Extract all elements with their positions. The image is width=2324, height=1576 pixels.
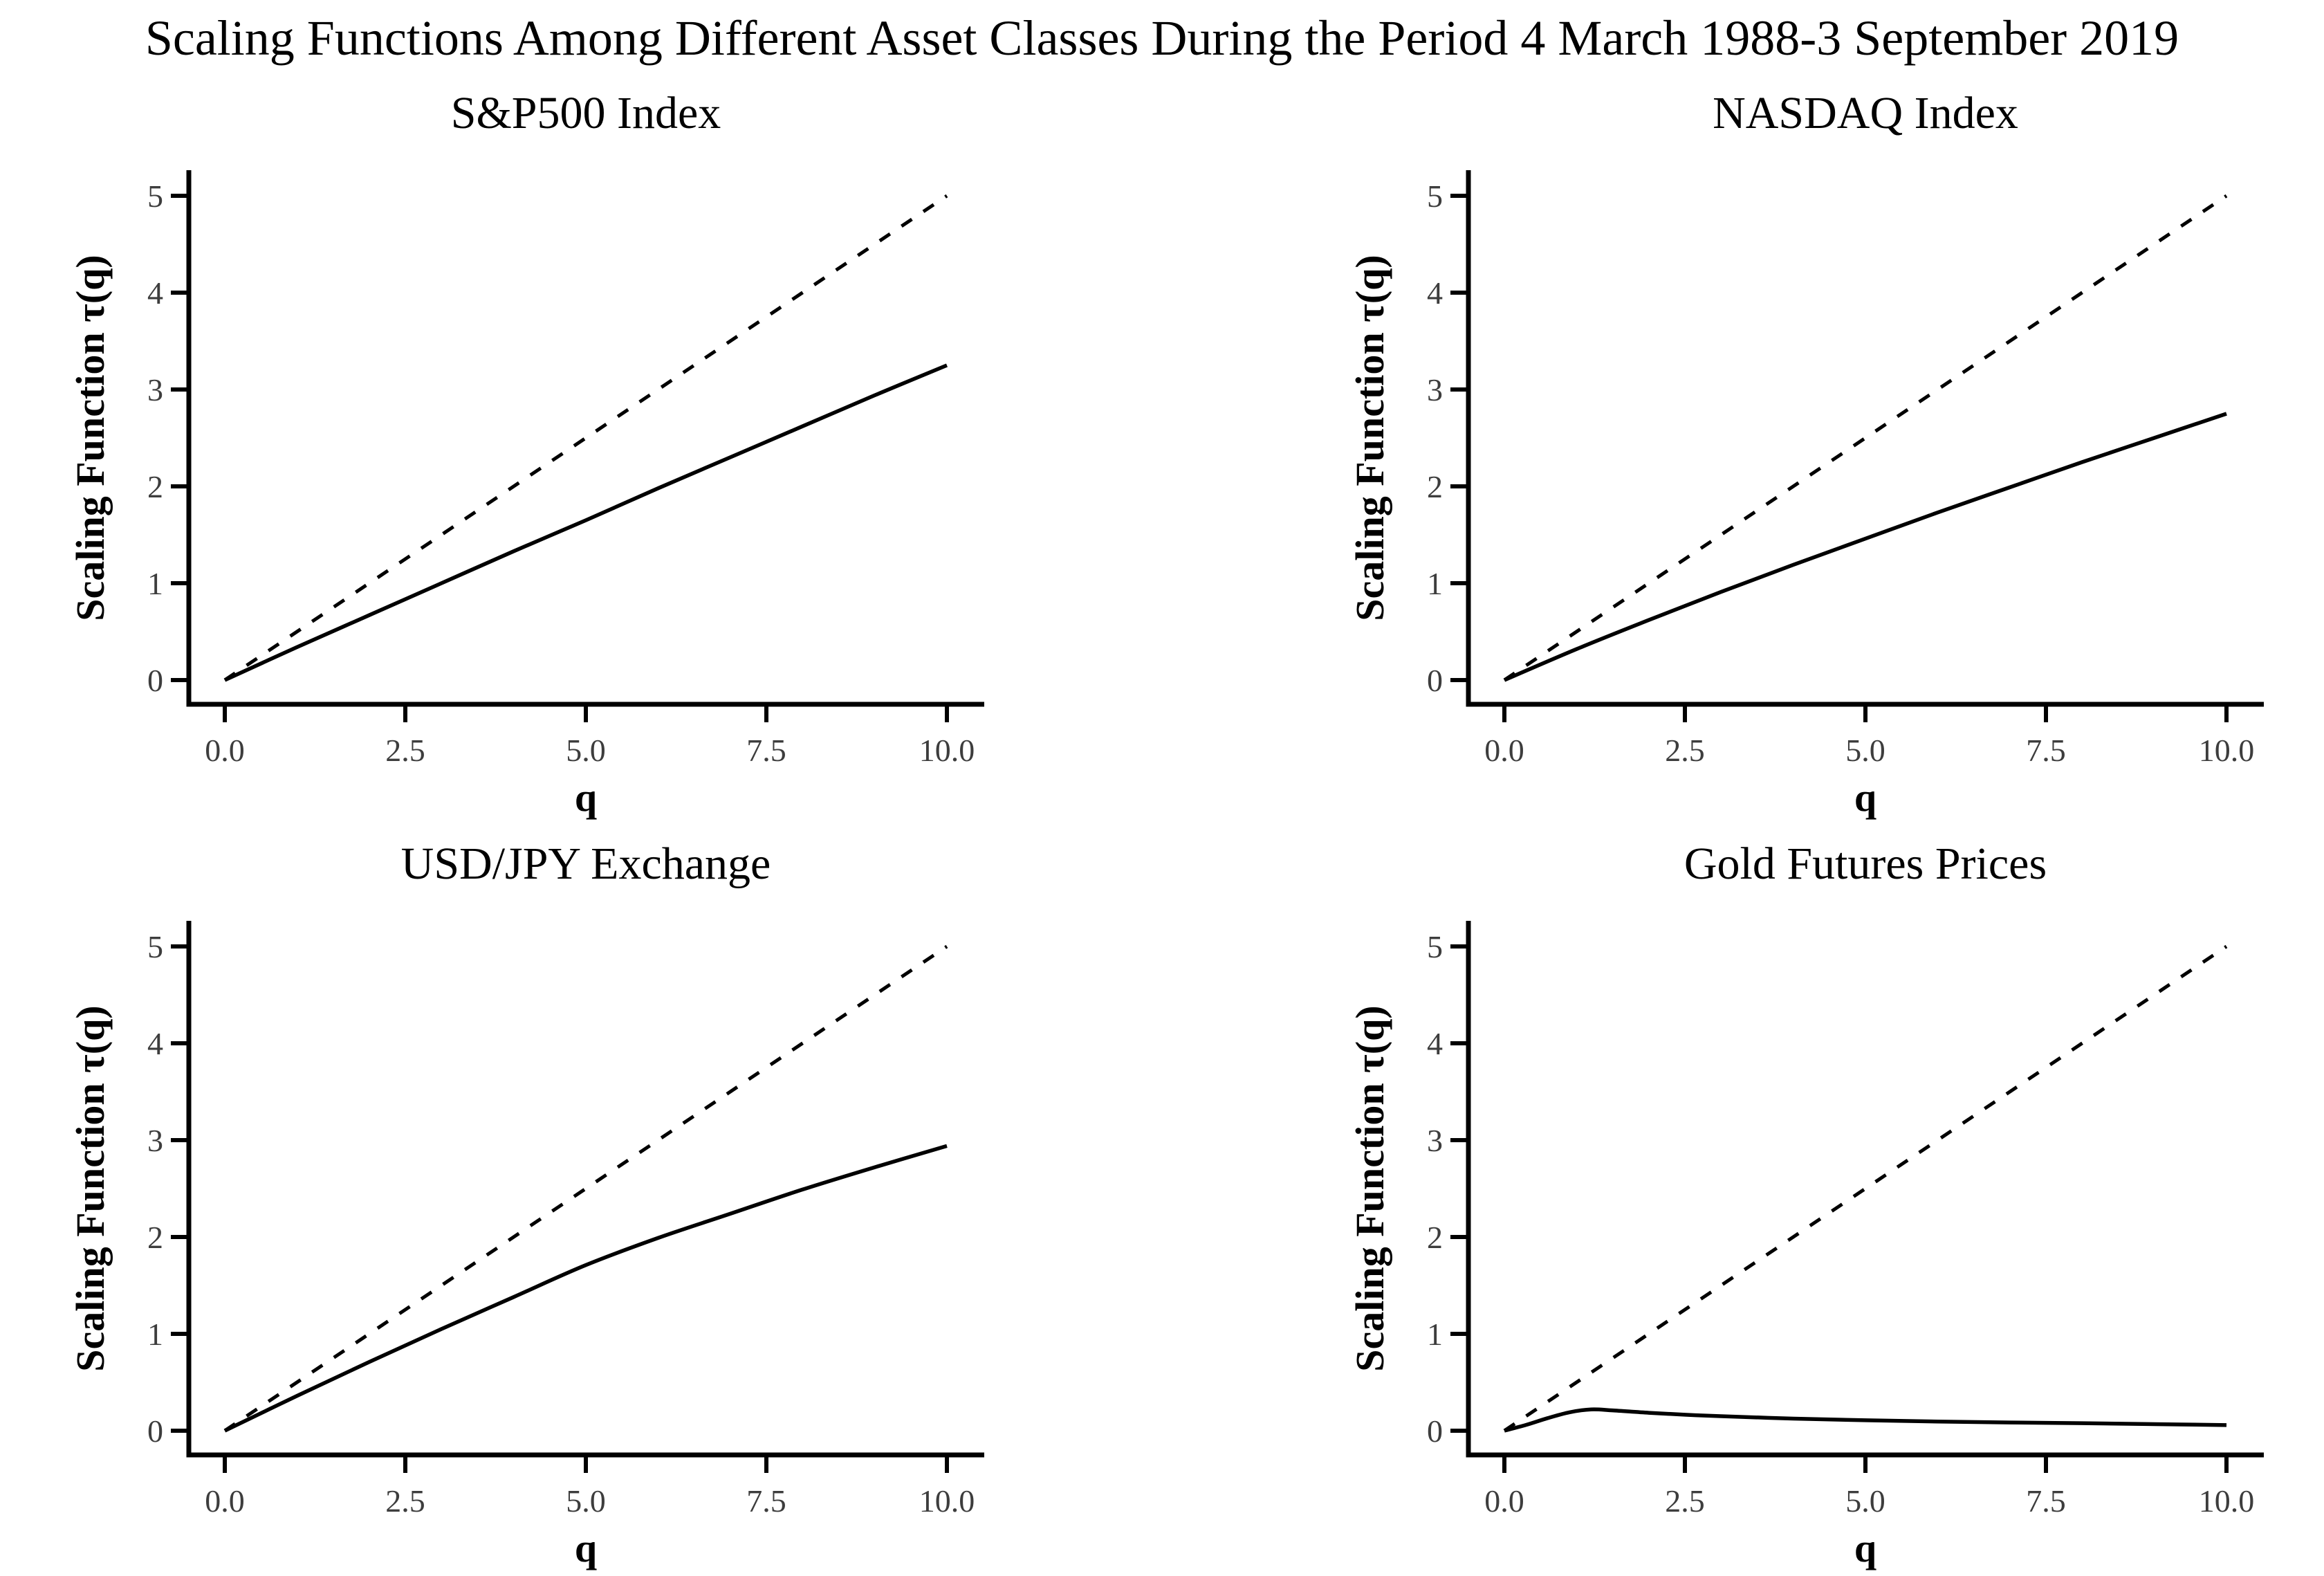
y-axis-tick-label: 4 [1427,275,1443,311]
x-axis-tick-label: 2.5 [385,733,425,768]
y-axis-tick-label: 4 [1427,1026,1443,1061]
y-axis-tick-label: 3 [147,1123,163,1158]
panel-gold-futures: Gold Futures Prices 0 1 2 3 4 5 0.0 2.5 5.0 7.5 10.… [1280,813,2324,1574]
panel-title: Gold Futures Prices [1684,839,2047,889]
y-axis-tick-label: 1 [147,566,163,601]
y-axis-tick-label: 2 [147,1220,163,1255]
x-axis-tick-label: 0.0 [205,733,245,768]
x-axis-tick-label: 7.5 [746,1483,786,1519]
x-axis-tick-label: 0.0 [1484,733,1524,768]
solid-scaling-function [223,1144,948,1433]
figure-title: Scaling Functions Among Different Asset … [145,10,2179,66]
panel-nasdaq-index: NASDAQ Index 0 1 2 3 4 5 0.0 2.5 5.0 7.5 10.0 q Scali… [1280,62,2324,823]
x-axis-title: q [1854,1525,1876,1570]
y-axis-tick-label: 2 [1427,469,1443,504]
panel-title: S&P500 Index [451,88,721,138]
x-axis-title: q [575,1525,597,1570]
y-axis-tick-label: 1 [1427,1317,1443,1352]
y-axis-tick-label: 2 [147,469,163,504]
solid-scaling-function [223,363,948,682]
y-axis-tick-label: 1 [147,1317,163,1352]
dashed-reference-line [1503,944,2228,1433]
x-axis-tick-label: 5.0 [566,1483,606,1519]
dashed-reference-line [1503,194,2228,682]
y-axis-title: Scaling Function τ(q) [1347,1005,1392,1371]
chart-usdjpy-exchange: USD/JPY Exchange 0 1 2 3 4 5 0.0 2.5 5.0 7.5 10.0 q S… [68,839,984,1570]
panel-sp500-index: S&P500 Index 0 1 2 3 4 5 0.0 2.5 5.0 7.5 10.0 q Scali… [0,62,1162,823]
x-axis-tick-label: 5.0 [1845,733,1885,768]
y-axis-tick-label: 2 [1427,1220,1443,1255]
panel-usdjpy-exchange: USD/JPY Exchange 0 1 2 3 4 5 0.0 2.5 5.0 7.5 10.0 q S… [0,813,1162,1574]
x-axis-tick-label: 10.0 [2199,1483,2255,1519]
y-axis-tick-label: 0 [1427,663,1443,698]
panel-title: USD/JPY Exchange [401,839,771,889]
x-axis-tick-label: 2.5 [385,1483,425,1519]
x-axis-tick-label: 10.0 [919,733,975,768]
y-axis-tick-label: 4 [147,1026,163,1061]
y-axis-tick-label: 5 [1427,929,1443,964]
x-axis-tick-label: 5.0 [566,733,606,768]
y-axis-title: Scaling Function τ(q) [1347,255,1392,621]
x-axis-tick-label: 10.0 [2199,733,2255,768]
y-axis-tick-label: 0 [1427,1413,1443,1449]
y-axis-title: Scaling Function τ(q) [68,1005,113,1371]
chart-gold-futures: Gold Futures Prices 0 1 2 3 4 5 0.0 2.5 5.0 7.5 10.… [1347,839,2264,1570]
x-axis-tick-label: 7.5 [746,733,786,768]
y-axis-tick-label: 3 [1427,372,1443,407]
panel-title: NASDAQ Index [1713,88,2018,138]
y-axis-title: Scaling Function τ(q) [68,255,113,621]
x-axis-tick-label: 2.5 [1665,733,1705,768]
chart-nasdaq-index: NASDAQ Index 0 1 2 3 4 5 0.0 2.5 5.0 7.5 10.0 q Scali… [1347,88,2264,820]
solid-scaling-function [1504,1407,2227,1433]
x-axis-title: q [575,775,597,820]
x-axis-tick-label: 2.5 [1665,1483,1705,1519]
y-axis-tick-label: 1 [1427,566,1443,601]
x-axis-tick-label: 0.0 [205,1483,245,1519]
y-axis-tick-label: 0 [147,663,163,698]
x-axis-tick-label: 5.0 [1845,1483,1885,1519]
y-axis-tick-label: 3 [1427,1123,1443,1158]
x-axis-tick-label: 10.0 [919,1483,975,1519]
dashed-reference-line [223,944,948,1433]
y-axis-tick-label: 4 [147,275,163,311]
chart-sp500-index: S&P500 Index 0 1 2 3 4 5 0.0 2.5 5.0 7.5 10.0 q Scali… [68,88,984,820]
y-axis-tick-label: 5 [1427,178,1443,214]
y-axis-tick-label: 3 [147,372,163,407]
y-axis-tick-label: 5 [147,178,163,214]
solid-scaling-function [1503,412,2227,682]
y-axis-tick-label: 0 [147,1413,163,1449]
x-axis-tick-label: 7.5 [2026,1483,2066,1519]
x-axis-tick-label: 0.0 [1484,1483,1524,1519]
x-axis-tick-label: 7.5 [2026,733,2066,768]
y-axis-tick-label: 5 [147,929,163,964]
dashed-reference-line [223,194,948,682]
x-axis-title: q [1854,775,1876,820]
